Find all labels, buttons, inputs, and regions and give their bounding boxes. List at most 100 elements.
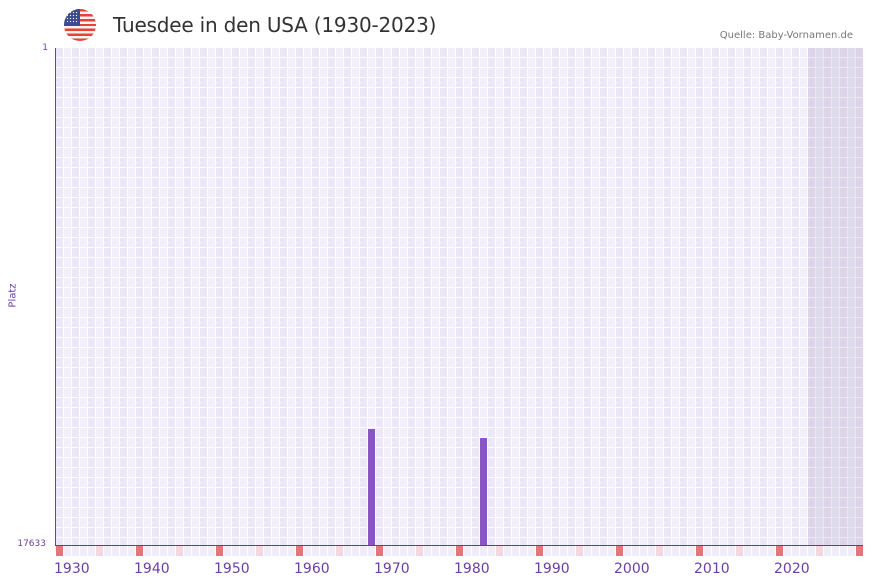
year-marker (824, 546, 831, 556)
year-marker (488, 546, 495, 556)
year-marker (128, 546, 135, 556)
year-marker (656, 546, 663, 556)
year-marker (552, 546, 559, 556)
plot-area (56, 48, 863, 545)
year-marker (72, 546, 79, 556)
year-marker (840, 546, 847, 556)
year-marker (728, 546, 735, 556)
year-marker (648, 546, 655, 556)
x-tick-label: 2010 (694, 561, 730, 577)
year-marker (96, 546, 103, 556)
year-marker (376, 546, 383, 556)
year-marker (528, 546, 535, 556)
year-marker (64, 546, 71, 556)
year-marker (312, 546, 319, 556)
x-tick-label: 1980 (454, 561, 490, 577)
year-marker (248, 546, 255, 556)
year-marker (776, 546, 783, 556)
year-marker (816, 546, 823, 556)
year-marker (304, 546, 311, 556)
year-marker (448, 546, 455, 556)
grid (56, 48, 863, 545)
chart-title: Tuesdee in den USA (1930-2023) (113, 13, 437, 37)
year-marker (848, 546, 855, 556)
year-marker (56, 546, 63, 556)
year-marker (360, 546, 367, 556)
year-marker (240, 546, 247, 556)
year-marker (352, 546, 359, 556)
year-marker (80, 546, 87, 556)
year-marker (632, 546, 639, 556)
year-marker (664, 546, 671, 556)
y-axis-line (55, 48, 56, 546)
year-marker (600, 546, 607, 556)
year-marker (624, 546, 631, 556)
year-marker (344, 546, 351, 556)
year-marker (184, 546, 191, 556)
x-tick-label: 1990 (534, 561, 570, 577)
year-marker (416, 546, 423, 556)
us-flag-icon (64, 9, 96, 41)
year-marker (464, 546, 471, 556)
year-marker (200, 546, 207, 556)
year-marker (584, 546, 591, 556)
year-marker (680, 546, 687, 556)
y-tick-bottom: 17633 (17, 539, 46, 549)
year-marker (640, 546, 647, 556)
year-marker (136, 546, 143, 556)
year-marker (232, 546, 239, 556)
x-tick-label: 1960 (294, 561, 330, 577)
year-marker (216, 546, 223, 556)
year-marker (768, 546, 775, 556)
year-marker (808, 546, 815, 556)
year-marker (272, 546, 279, 556)
year-marker (576, 546, 583, 556)
x-axis-line (55, 545, 863, 546)
year-marker (168, 546, 175, 556)
year-marker (608, 546, 615, 556)
year-marker (408, 546, 415, 556)
year-marker (328, 546, 335, 556)
year-marker (696, 546, 703, 556)
year-marker (208, 546, 215, 556)
x-tick-label: 1930 (54, 561, 90, 577)
year-marker (616, 546, 623, 556)
year-marker (280, 546, 287, 556)
year-marker (440, 546, 447, 556)
year-marker (296, 546, 303, 556)
x-tick-label: 1940 (134, 561, 170, 577)
year-marker (592, 546, 599, 556)
year-marker (744, 546, 751, 556)
year-marker (504, 546, 511, 556)
year-marker (88, 546, 95, 556)
year-marker (320, 546, 327, 556)
year-marker (256, 546, 263, 556)
year-marker (704, 546, 711, 556)
year-marker (144, 546, 151, 556)
year-marker (104, 546, 111, 556)
year-marker (520, 546, 527, 556)
bar-1983 (480, 438, 487, 545)
year-marker (672, 546, 679, 556)
year-marker (176, 546, 183, 556)
year-marker (152, 546, 159, 556)
year-marker (336, 546, 343, 556)
year-marker (160, 546, 167, 556)
year-marker (120, 546, 127, 556)
source-label: Quelle: Baby-Vornamen.de (719, 30, 853, 41)
x-tick-label: 2000 (614, 561, 650, 577)
year-marker (800, 546, 807, 556)
y-tick-top: 1 (42, 43, 48, 53)
year-marker (432, 546, 439, 556)
year-marker (832, 546, 839, 556)
year-marker (720, 546, 727, 556)
year-marker (424, 546, 431, 556)
year-marker (712, 546, 719, 556)
bar-1969 (368, 429, 375, 545)
year-marker (472, 546, 479, 556)
x-tick-label: 1970 (374, 561, 410, 577)
year-marker (368, 546, 375, 556)
future-shaded-region (808, 48, 863, 545)
year-marker (792, 546, 799, 556)
year-marker (264, 546, 271, 556)
